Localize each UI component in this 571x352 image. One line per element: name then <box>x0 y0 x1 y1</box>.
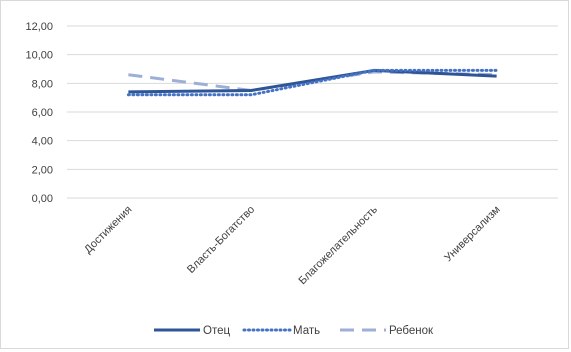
y-tick-label: 6,00 <box>32 107 53 119</box>
x-tick-label: Достижения <box>82 204 134 256</box>
y-tick-label: 0,00 <box>32 193 53 205</box>
legend: Отец Мать Ребенок <box>154 325 434 337</box>
y-tick-label: 4,00 <box>32 136 53 148</box>
legend-label: Ребенок <box>389 325 434 337</box>
y-tick-label: 8,00 <box>32 78 53 90</box>
x-tick-label: Универсализм <box>442 204 502 264</box>
series-line-0 <box>128 68 497 94</box>
legend-label: Мать <box>293 325 320 337</box>
gridlines <box>67 25 558 199</box>
x-axis-ticks: Достижения Власть-Богатство Благожелательн… <box>82 203 503 287</box>
y-axis-ticks: 0,00 2,00 4,00 6,00 8,00 10,00 12,00 <box>25 21 53 205</box>
x-tick-label: Власть-Богатство <box>185 204 257 276</box>
y-tick-label: 10,00 <box>25 50 53 62</box>
legend-label: Отец <box>203 325 230 337</box>
series-line-1 <box>126 68 499 97</box>
x-tick-label: Благожелательность <box>296 203 380 287</box>
series-lines <box>126 68 499 97</box>
y-tick-label: 12,00 <box>25 21 53 33</box>
y-tick-label: 2,00 <box>32 164 53 176</box>
